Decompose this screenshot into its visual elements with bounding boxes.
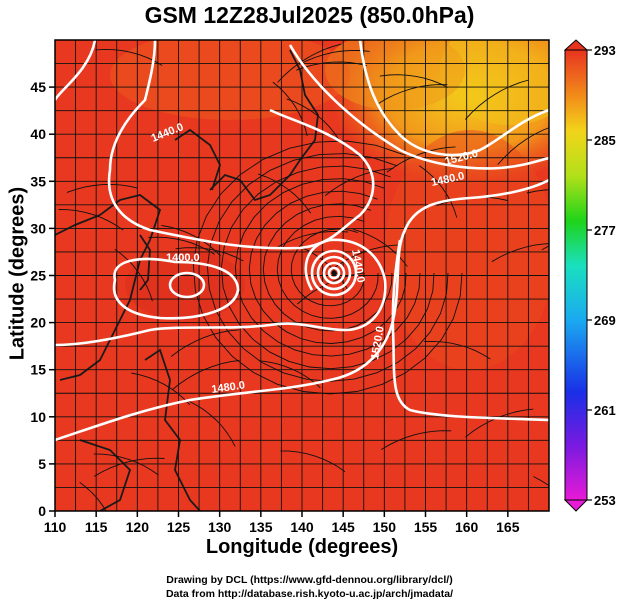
streamline — [188, 400, 236, 447]
streamline — [220, 165, 435, 370]
streamline — [58, 209, 124, 231]
colorbar-tick-label: 293 — [594, 43, 616, 58]
x-axis-label: Longitude (degrees) — [205, 536, 399, 558]
colorbar-tick-label: 277 — [594, 223, 616, 238]
contour-1520 — [358, 40, 549, 157]
y-axis: 0 5 10 15 20 25 30 35 40 45 — [30, 79, 55, 519]
y-axis-label: Latitude (degrees) — [6, 186, 29, 361]
streamline — [248, 190, 407, 344]
chart-title: GSM 12Z28Jul2025 (850.0hPa) — [144, 2, 475, 28]
streamline — [533, 476, 549, 487]
streamline — [175, 247, 244, 262]
colorbar-tick-label: 285 — [594, 133, 616, 148]
streamline — [386, 146, 456, 173]
credit-drawing: Drawing by DCL (https://www.gfd-dennou.o… — [166, 574, 453, 586]
streamline — [276, 215, 379, 319]
streamline — [66, 183, 138, 193]
contour-label: 1480.0 — [211, 379, 246, 396]
streamline — [262, 203, 393, 332]
streamline — [280, 450, 346, 473]
typhoon-ring-3 — [322, 261, 346, 285]
streamline — [258, 360, 321, 388]
streamline — [192, 140, 463, 395]
streamline — [298, 49, 370, 65]
colorbar-top-arrow — [563, 39, 589, 51]
streamline — [377, 84, 448, 105]
y-tick-label: 25 — [30, 268, 46, 284]
y-tick-label: 0 — [38, 503, 46, 519]
y-tick-label: 20 — [30, 315, 46, 331]
coastlines — [55, 49, 319, 511]
streamline — [277, 230, 349, 248]
colorbar-bar — [564, 49, 588, 501]
streamline — [277, 43, 342, 83]
streamline — [148, 236, 215, 255]
contour-1440-west — [107, 40, 375, 250]
streamline — [290, 228, 365, 307]
colorbar-tick-label: 253 — [594, 493, 616, 508]
x-tick-label: 130 — [208, 519, 232, 535]
contour-1400-inner — [168, 271, 206, 299]
colorbar-bottom-arrow — [563, 499, 589, 512]
typhoon-center — [331, 270, 337, 276]
x-tick-label: 125 — [167, 519, 191, 535]
contour-1520-south — [391, 239, 549, 422]
contour-1440-north — [55, 40, 97, 101]
typhoon-ring-1 — [310, 249, 358, 297]
colorbar-tick-label: 261 — [594, 403, 616, 418]
streamline — [491, 243, 549, 263]
streamline — [79, 481, 107, 511]
colorbar: 253 261 269 277 285 293 — [563, 39, 616, 512]
streamline — [418, 165, 458, 218]
streamline — [424, 340, 491, 360]
x-tick-label: 150 — [373, 519, 397, 535]
streamline — [380, 430, 452, 450]
streamline — [286, 98, 339, 140]
typhoon-ring-2 — [316, 255, 352, 291]
streamline — [324, 167, 394, 196]
y-tick-label: 10 — [30, 409, 46, 425]
colorbar-tick-label: 269 — [594, 313, 616, 328]
streamline — [526, 189, 549, 194]
lat-lon-grid — [55, 40, 549, 511]
streamline — [131, 372, 191, 406]
x-tick-label: 140 — [290, 519, 314, 535]
y-tick-label: 40 — [30, 126, 46, 142]
streamline — [94, 457, 165, 477]
y-tick-label: 45 — [30, 79, 46, 95]
streamline — [161, 224, 221, 257]
y-tick-label: 15 — [30, 362, 46, 378]
contour-1400 — [112, 257, 240, 320]
contour-label: 1440.0 — [349, 248, 367, 283]
credit-data: Data from http://database.rish.kyoto-u.a… — [165, 588, 454, 600]
streamline — [170, 329, 240, 357]
contour-1440-typhoon — [55, 238, 387, 347]
x-tick-label: 155 — [414, 519, 438, 535]
geopotential-contours — [55, 40, 549, 442]
y-tick-label: 30 — [30, 220, 46, 236]
x-tick-label: 135 — [249, 519, 273, 535]
y-tick-label: 5 — [38, 456, 46, 472]
x-tick-label: 165 — [496, 519, 520, 535]
streamlines — [58, 43, 549, 511]
streamline — [206, 153, 449, 382]
contour-label: 1400.0 — [166, 252, 200, 264]
streamline — [379, 74, 449, 88]
x-tick-label: 145 — [331, 519, 355, 535]
contour-label: 1520.0 — [369, 325, 387, 360]
x-tick-label: 160 — [455, 519, 479, 535]
x-tick-label: 110 — [44, 519, 67, 535]
contour-1480-north — [288, 44, 549, 170]
streamline — [234, 178, 421, 357]
x-tick-label: 115 — [85, 519, 108, 535]
x-axis: 110 115 120 125 130 135 140 145 150 155 160 165 — [44, 511, 520, 535]
x-tick-label: 120 — [126, 519, 150, 535]
y-tick-label: 35 — [30, 173, 46, 189]
streamline — [114, 248, 153, 302]
streamline — [93, 453, 159, 476]
typhoon-ring-4 — [327, 266, 341, 280]
